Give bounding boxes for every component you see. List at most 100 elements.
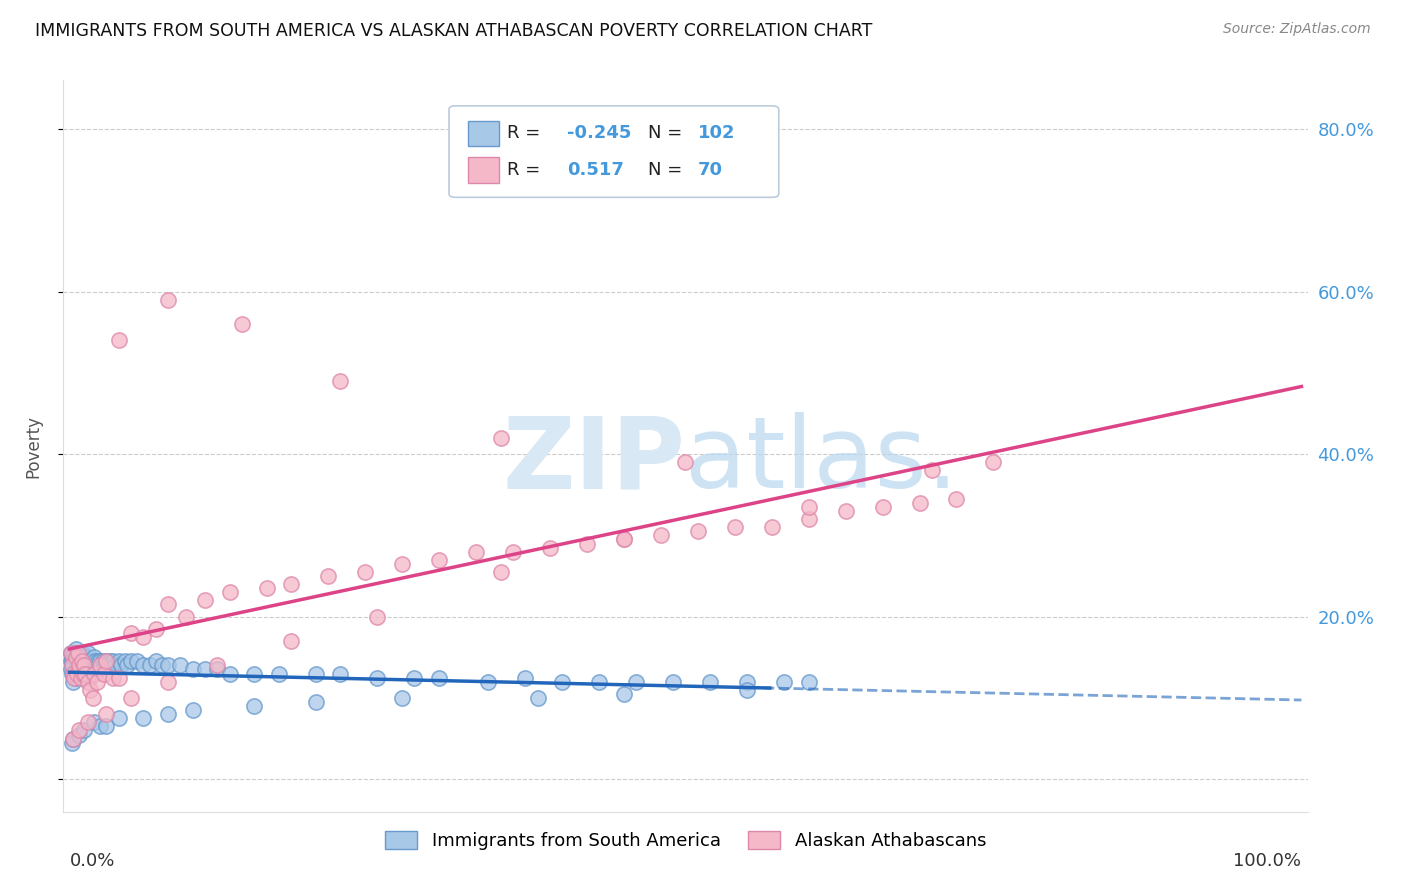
Point: [218, 666, 240, 681]
Bar: [468, 120, 499, 146]
Point: [613, 533, 636, 547]
Point: [156, 674, 179, 689]
Text: N =: N =: [648, 124, 682, 142]
Point: [65, 642, 87, 657]
Point: [76, 650, 98, 665]
Point: [735, 674, 758, 689]
Point: [75, 666, 97, 681]
Point: [945, 491, 967, 506]
Point: [87, 663, 110, 677]
Point: [86, 658, 108, 673]
Point: [72, 650, 94, 665]
Point: [77, 646, 100, 660]
Point: [69, 671, 91, 685]
Point: [86, 674, 108, 689]
Point: [110, 658, 132, 673]
Point: [97, 658, 120, 673]
Point: [797, 512, 820, 526]
Point: [194, 663, 217, 677]
Point: [107, 654, 129, 668]
Point: [94, 658, 117, 673]
Text: ZIP: ZIP: [502, 412, 686, 509]
Point: [624, 674, 647, 689]
Point: [90, 658, 112, 673]
Point: [101, 671, 124, 685]
Point: [675, 455, 697, 469]
Point: [87, 654, 110, 668]
Point: [72, 663, 94, 677]
Point: [551, 674, 574, 689]
Point: [243, 666, 266, 681]
Point: [62, 674, 84, 689]
Point: [66, 646, 89, 660]
Point: [243, 699, 266, 714]
Point: [77, 666, 100, 681]
Point: [132, 658, 155, 673]
Point: [194, 593, 217, 607]
Point: [207, 658, 229, 673]
Point: [59, 646, 82, 660]
Text: 100.0%: 100.0%: [1233, 852, 1302, 870]
Text: 70: 70: [697, 161, 723, 178]
Point: [156, 598, 179, 612]
Point: [588, 674, 610, 689]
Point: [67, 650, 90, 665]
Point: [207, 663, 229, 677]
Point: [724, 520, 747, 534]
Point: [75, 671, 97, 685]
Point: [404, 671, 426, 685]
Point: [181, 663, 204, 677]
Point: [62, 731, 84, 746]
Point: [983, 455, 1005, 469]
Point: [60, 666, 83, 681]
Point: [73, 658, 96, 673]
Point: [104, 658, 127, 673]
Point: [79, 682, 101, 697]
Point: [699, 674, 721, 689]
Point: [69, 666, 91, 681]
Point: [761, 520, 783, 534]
Point: [82, 666, 104, 681]
Point: [117, 658, 139, 673]
Point: [305, 666, 328, 681]
Point: [96, 707, 118, 722]
Point: [305, 695, 328, 709]
Point: [613, 533, 636, 547]
Point: [77, 715, 100, 730]
Point: [107, 711, 129, 725]
Point: [908, 496, 931, 510]
Point: [686, 524, 709, 539]
Point: [477, 674, 499, 689]
Point: [70, 654, 93, 668]
Point: [872, 500, 894, 514]
Point: [93, 658, 115, 673]
Point: [575, 536, 598, 550]
Point: [502, 544, 524, 558]
Point: [107, 671, 129, 685]
Legend: Immigrants from South America, Alaskan Athabascans: Immigrants from South America, Alaskan A…: [377, 823, 994, 857]
Point: [67, 663, 90, 677]
Point: [145, 654, 167, 668]
FancyBboxPatch shape: [449, 106, 779, 197]
Point: [67, 666, 90, 681]
Point: [66, 663, 89, 677]
Point: [169, 658, 191, 673]
Point: [120, 690, 142, 705]
Point: [176, 609, 198, 624]
Point: [391, 690, 413, 705]
Point: [60, 654, 83, 668]
Point: [132, 711, 155, 725]
Point: [91, 654, 114, 668]
Point: [70, 658, 93, 673]
Point: [735, 682, 758, 697]
Point: [145, 622, 167, 636]
Point: [60, 650, 83, 665]
Y-axis label: Poverty: Poverty: [24, 415, 42, 477]
Point: [329, 374, 352, 388]
Point: [120, 626, 142, 640]
Point: [65, 654, 87, 668]
Text: -0.245: -0.245: [567, 124, 631, 142]
Point: [515, 671, 537, 685]
Point: [489, 431, 512, 445]
Point: [77, 654, 100, 668]
